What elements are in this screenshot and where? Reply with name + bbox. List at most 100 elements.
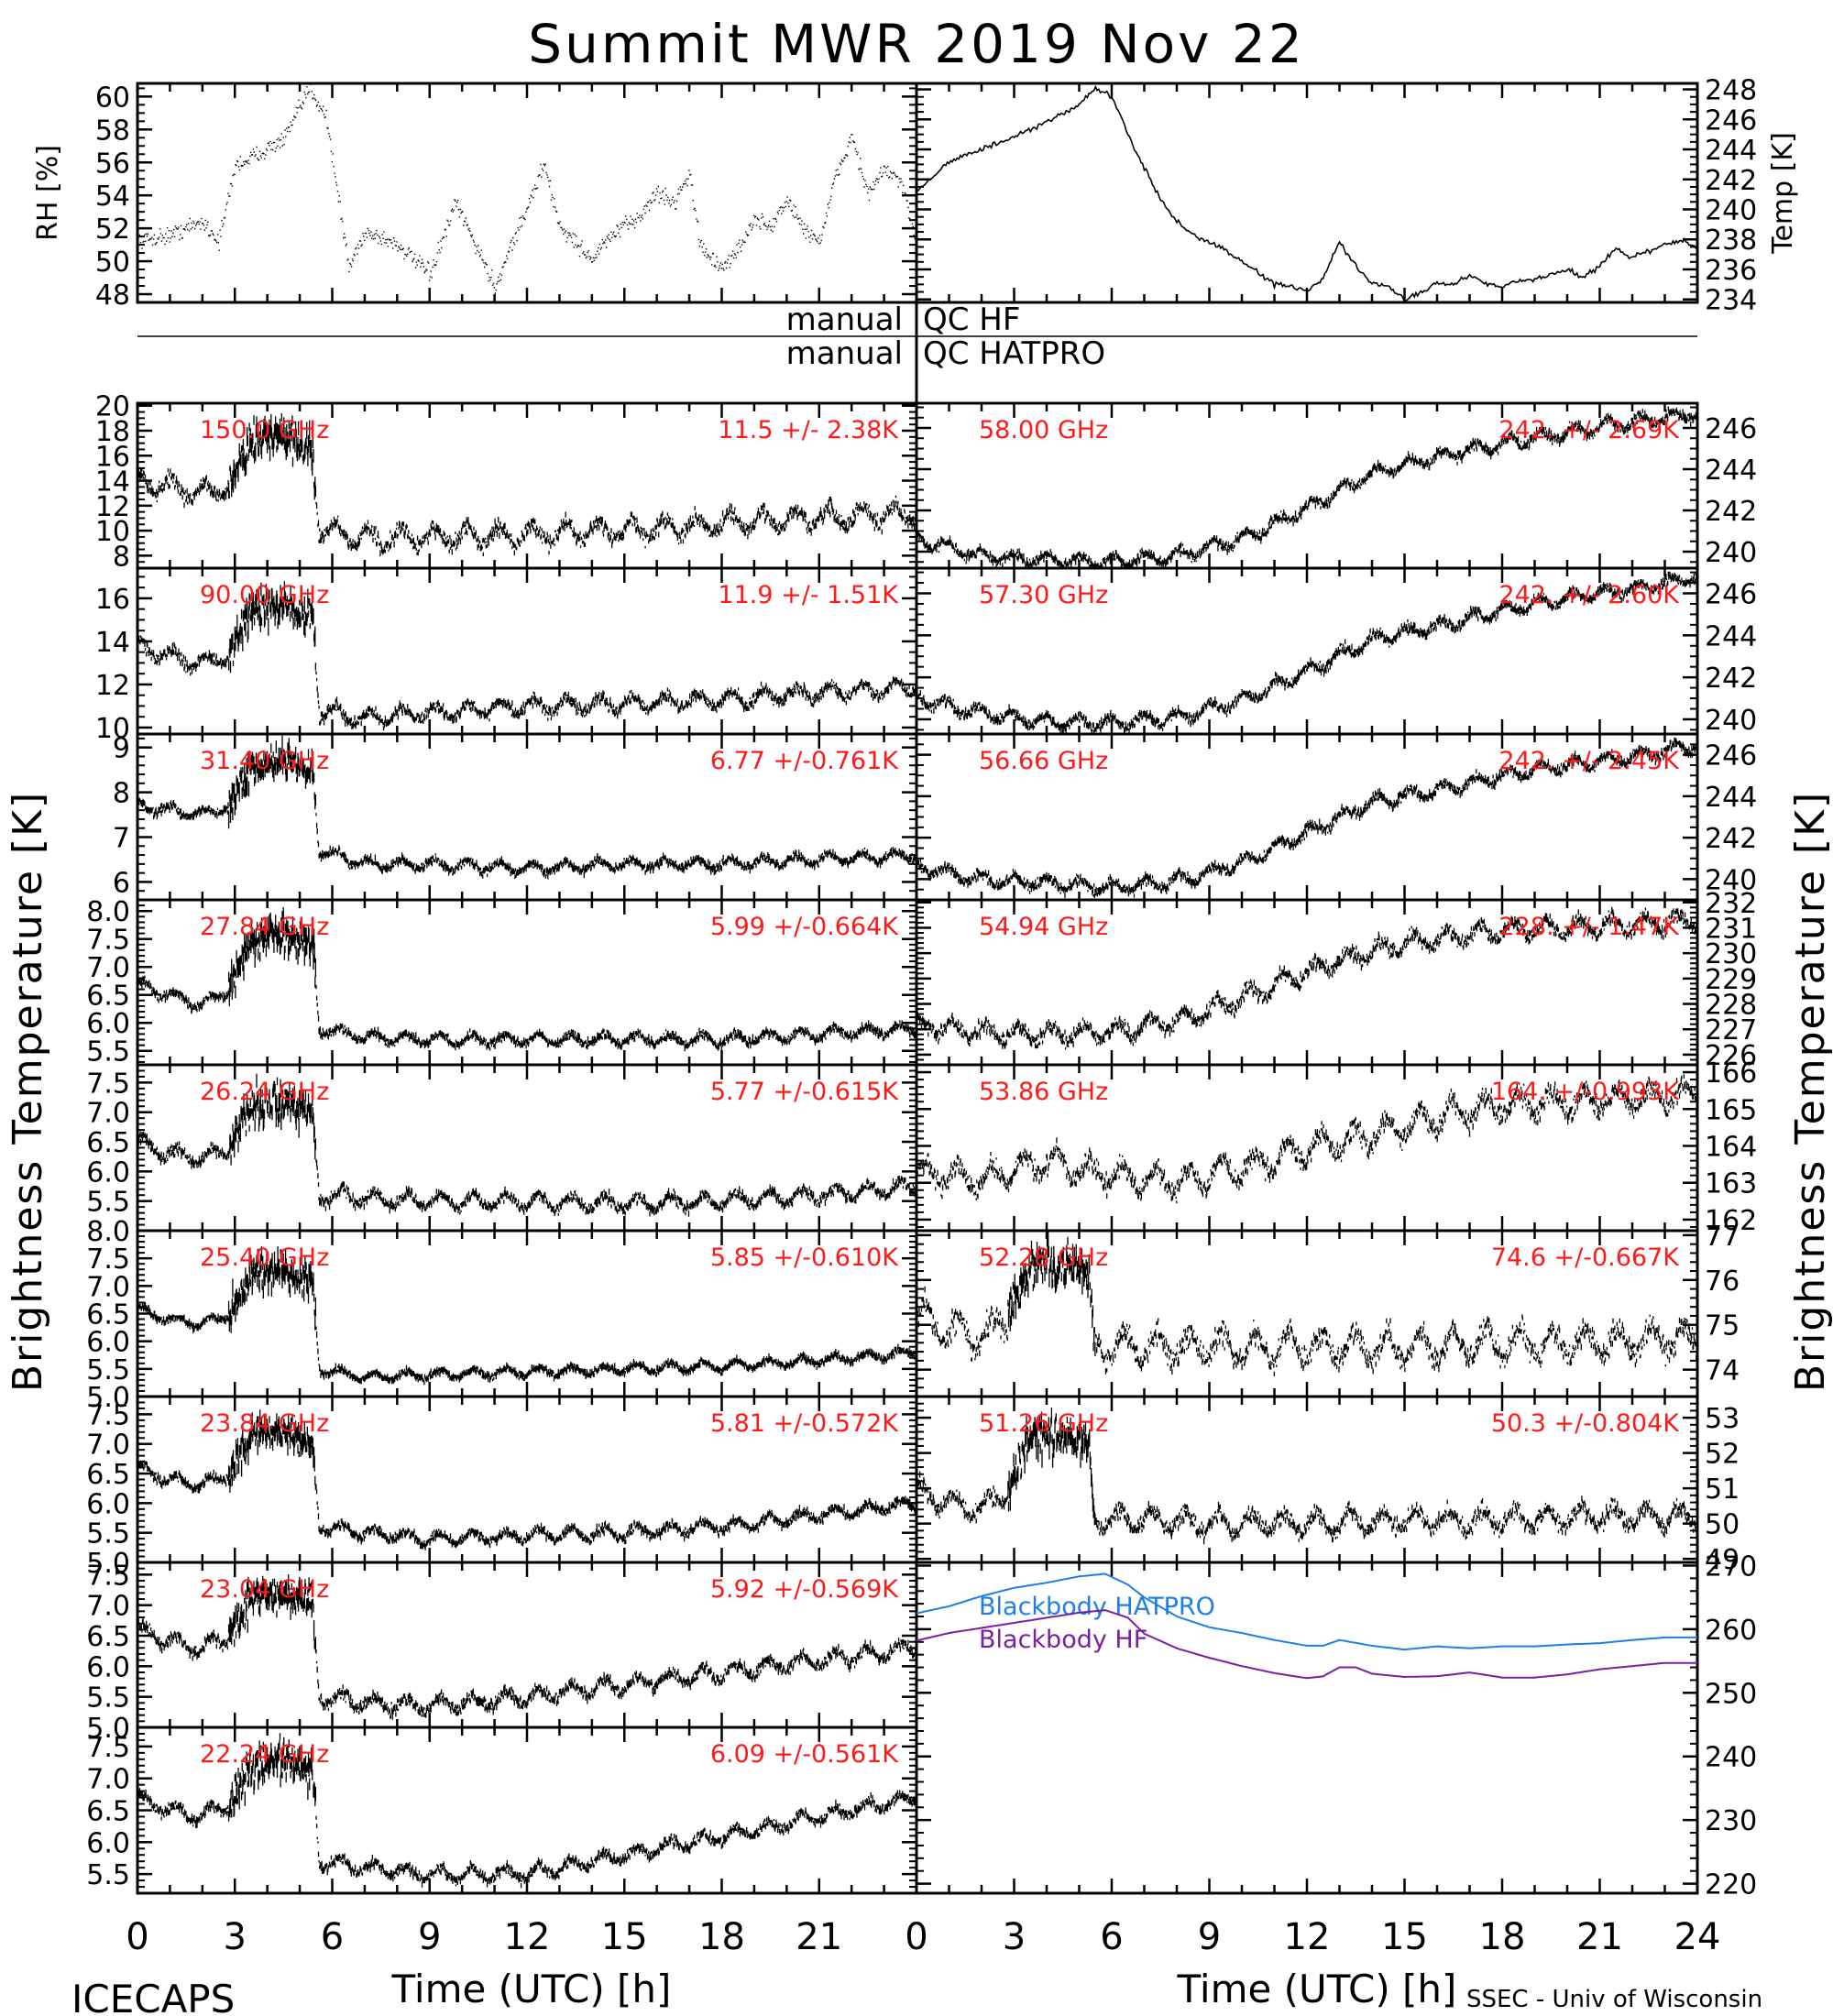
page-title: Summit MWR 2019 Nov 22 xyxy=(528,13,1304,75)
panel-ylabel: Temp [K] xyxy=(1767,132,1799,255)
panel-ch2304: 5.05.56.06.57.07.5 23.04 GHz 5.92 +/-0.569… xyxy=(86,1560,918,1745)
y-tick-label: 162 xyxy=(1705,1205,1757,1237)
panel-ch314: 6 7 8 9 31.40 GHz 6.77 +/-0.761K xyxy=(113,732,918,902)
channel-frequency: 22.24 GHz xyxy=(200,1740,329,1769)
x-tick-label: 3 xyxy=(1003,1916,1026,1958)
channel-stats: 228. +/- 1.47K xyxy=(1498,913,1680,941)
series-points xyxy=(137,581,917,731)
panel-blackbody: 220 230 240 250 260 270 Blackbody HATPRO Blackb… xyxy=(915,1550,1757,1901)
y-tick-label: 7.0 xyxy=(86,1591,130,1623)
y-tick-label: 16 xyxy=(95,441,130,473)
y-tick-label: 7.5 xyxy=(86,1399,130,1431)
y-tick-label: 240 xyxy=(1705,537,1757,569)
panel-frame xyxy=(136,82,918,304)
y-tick-label: 60 xyxy=(95,82,130,114)
y-tick-label: 5.5 xyxy=(86,1859,130,1891)
channel-stats: 50.3 +/-0.804K xyxy=(1491,1409,1680,1438)
y-tick-label: 50 xyxy=(95,247,130,279)
y-tick-label: 54 xyxy=(95,181,130,213)
y-tick-label: 5.5 xyxy=(86,1187,130,1219)
footer-left: ICECAPS xyxy=(71,1977,235,2016)
panel-frame xyxy=(915,82,1699,304)
channel-frequency: 54.94 GHz xyxy=(979,913,1108,941)
y-tick-label: 10 xyxy=(95,516,130,548)
y-tick-label: 165 xyxy=(1705,1094,1757,1126)
y-tick-label: 53 xyxy=(1705,1403,1740,1435)
channel-stats: 242. +/- 2.45K xyxy=(1498,747,1680,775)
y-tick-label: 5.5 xyxy=(86,1682,130,1715)
y-tick-label: 12 xyxy=(95,491,130,523)
y-tick-label: 7.0 xyxy=(86,1098,130,1130)
y-tick-label: 52 xyxy=(95,214,130,246)
panel-ch5228: 74 75 76 77 52.28 GHz 74.6 +/-0.667K xyxy=(915,1221,1740,1398)
channel-frequency: 23.04 GHz xyxy=(200,1575,329,1604)
y-tick-label: 242 xyxy=(1705,823,1757,855)
channel-stats: 5.85 +/-0.610K xyxy=(710,1244,899,1272)
y-tick-label: 6.0 xyxy=(86,1827,130,1859)
channel-stats: 242. +/- 2.60K xyxy=(1498,581,1680,609)
y-tick-label: 6.5 xyxy=(86,1621,130,1653)
y-tick-label: 5.0 xyxy=(86,1548,130,1580)
y-tick-label: 260 xyxy=(1705,1615,1757,1647)
y-tick-label: 244 xyxy=(1705,135,1757,167)
channel-frequency: 27.84 GHz xyxy=(200,913,329,941)
y-tick-label: 77 xyxy=(1705,1221,1740,1253)
y-tick-label: 6.5 xyxy=(86,1299,130,1331)
y-tick-label: 7.0 xyxy=(86,1430,130,1462)
x-tick-label: 12 xyxy=(504,1916,551,1958)
series-points xyxy=(137,1733,917,1889)
panel-ch2540: 5.05.56.06.57.07.58.0 25.40 GHz 5.85 +/-0.… xyxy=(86,1216,918,1414)
left-axis-label: Brightness Temperature [K] xyxy=(5,791,51,1392)
channel-stats: 11.9 +/- 1.51K xyxy=(718,581,899,609)
y-tick-label: 242 xyxy=(1705,496,1757,528)
series-points xyxy=(916,737,1698,899)
y-tick-label: 228 xyxy=(1705,990,1757,1022)
y-tick-label: 58 xyxy=(95,115,130,147)
panel-ch90: 10 12 14 16 90.00 GHz 11.9 +/- 1.51K xyxy=(95,566,918,745)
y-tick-label: 7.5 xyxy=(86,1560,130,1592)
x-tick-label: 24 xyxy=(1674,1916,1721,1958)
y-tick-label: 6.5 xyxy=(86,1796,130,1828)
qc-area: manual QC HF manual QC HATPRO xyxy=(137,301,1697,403)
panel-ch573: 240 242 244 246 57.30 GHz 242. +/- 2.60K xyxy=(915,566,1757,737)
y-tick-label: 226 xyxy=(1705,1040,1757,1072)
x-tick-label: 0 xyxy=(126,1916,148,1958)
channel-frequency: 150.0 GHz xyxy=(200,416,329,444)
y-tick-label: 6.5 xyxy=(86,1127,130,1159)
panel-ch58: 240 242 244 246 58.00 GHz 242. +/- 2.69K xyxy=(915,401,1757,570)
y-tick-label: 14 xyxy=(95,466,130,499)
y-tick-label: 246 xyxy=(1705,413,1757,445)
x-tick-label: 15 xyxy=(1381,1916,1428,1958)
y-tick-label: 8.0 xyxy=(86,896,130,928)
y-tick-label: 56 xyxy=(95,148,130,180)
y-tick-label: 227 xyxy=(1705,1014,1757,1046)
y-tick-label: 51 xyxy=(1705,1474,1740,1506)
series-points xyxy=(916,569,1698,736)
panel-ch2224: 5.56.06.57.07.5 22.24 GHz 6.09 +/-0.561K xyxy=(86,1726,918,1895)
y-tick-label: 10 xyxy=(95,713,130,745)
y-tick-label: 232 xyxy=(1705,888,1757,920)
y-tick-label: 6.5 xyxy=(86,981,130,1013)
y-tick-label: 20 xyxy=(95,391,130,423)
y-tick-label: 234 xyxy=(1705,285,1757,317)
channel-frequency: 58.00 GHz xyxy=(979,416,1108,444)
y-tick-label: 7.0 xyxy=(86,952,130,984)
y-tick-label: 236 xyxy=(1705,255,1757,287)
series-points xyxy=(137,1073,917,1217)
y-tick-label: 229 xyxy=(1705,964,1757,996)
channel-frequency: 56.66 GHz xyxy=(979,747,1108,775)
y-tick-label: 5.5 xyxy=(86,1518,130,1550)
y-tick-label: 6.5 xyxy=(86,1459,130,1491)
y-tick-label: 244 xyxy=(1705,455,1757,487)
y-tick-label: 75 xyxy=(1705,1310,1740,1342)
x-axis-label-left: Time (UTC) [h] xyxy=(391,1967,672,2011)
y-tick-label: 7.0 xyxy=(86,1764,130,1796)
x-tick-label: 21 xyxy=(796,1916,842,1958)
series-points xyxy=(916,1074,1698,1204)
y-tick-label: 6.0 xyxy=(86,1008,130,1040)
